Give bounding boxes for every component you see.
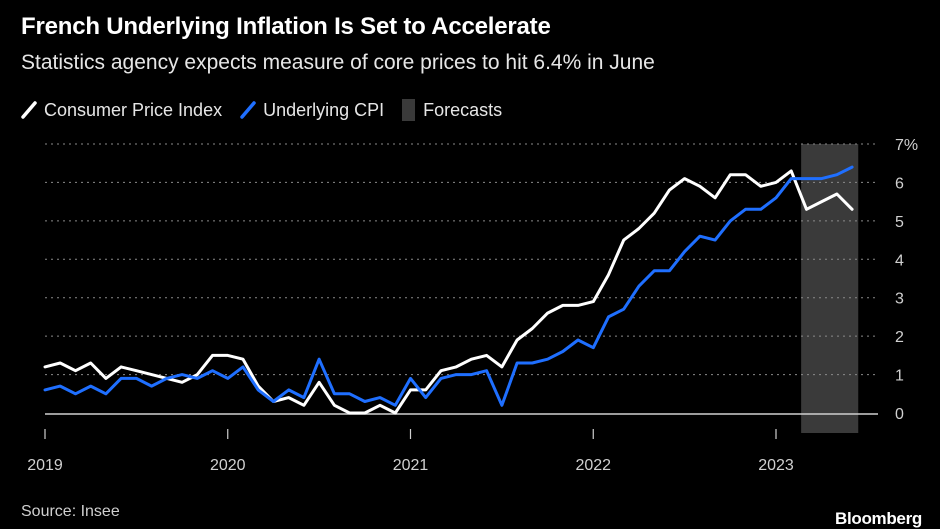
line-chart: 0 1 2 3 4 5 6 7% 2019 2020 2021 2022 2023	[27, 137, 918, 474]
forecast-band	[801, 144, 859, 433]
legend-line-cpi-icon	[21, 101, 37, 119]
chart-title: French Underlying Inflation Is Set to Ac…	[21, 13, 551, 40]
legend: Consumer Price Index Underlying CPI Fore…	[21, 99, 520, 121]
bloomberg-logo: Bloomberg	[834, 509, 922, 528]
x-tick-label: 2023	[758, 457, 794, 474]
y-tick-label: 2	[895, 329, 904, 346]
legend-item-cpi: Consumer Price Index	[21, 100, 222, 121]
y-tick-label: 0	[895, 406, 904, 423]
y-tick-label: 3	[895, 291, 904, 308]
legend-item-core: Underlying CPI	[240, 100, 384, 121]
legend-label-cpi: Consumer Price Index	[44, 99, 223, 120]
y-tick-label: 5	[895, 214, 904, 231]
legend-item-forecast: Forecasts	[402, 99, 502, 121]
x-tick-label: 2020	[210, 457, 246, 474]
chart-subtitle: Statistics agency expects measure of cor…	[21, 51, 655, 74]
y-tick-label: 6	[895, 175, 904, 192]
legend-label-core: Underlying CPI	[263, 99, 385, 120]
x-tick-label: 2021	[393, 457, 429, 474]
legend-forecast-swatch-icon	[402, 99, 416, 121]
x-tick-label: 2019	[27, 457, 63, 474]
y-tick-label: 1	[895, 368, 904, 385]
series-line-core	[43, 165, 854, 407]
y-tick-label: 7%	[895, 137, 918, 154]
legend-label-forecast: Forecasts	[423, 99, 503, 120]
x-tick-label: 2022	[575, 457, 611, 474]
source-note: Source: Insee	[21, 503, 120, 520]
legend-line-core-icon	[240, 101, 256, 119]
y-tick-label: 4	[895, 252, 904, 269]
series-line-cpi	[43, 169, 854, 415]
